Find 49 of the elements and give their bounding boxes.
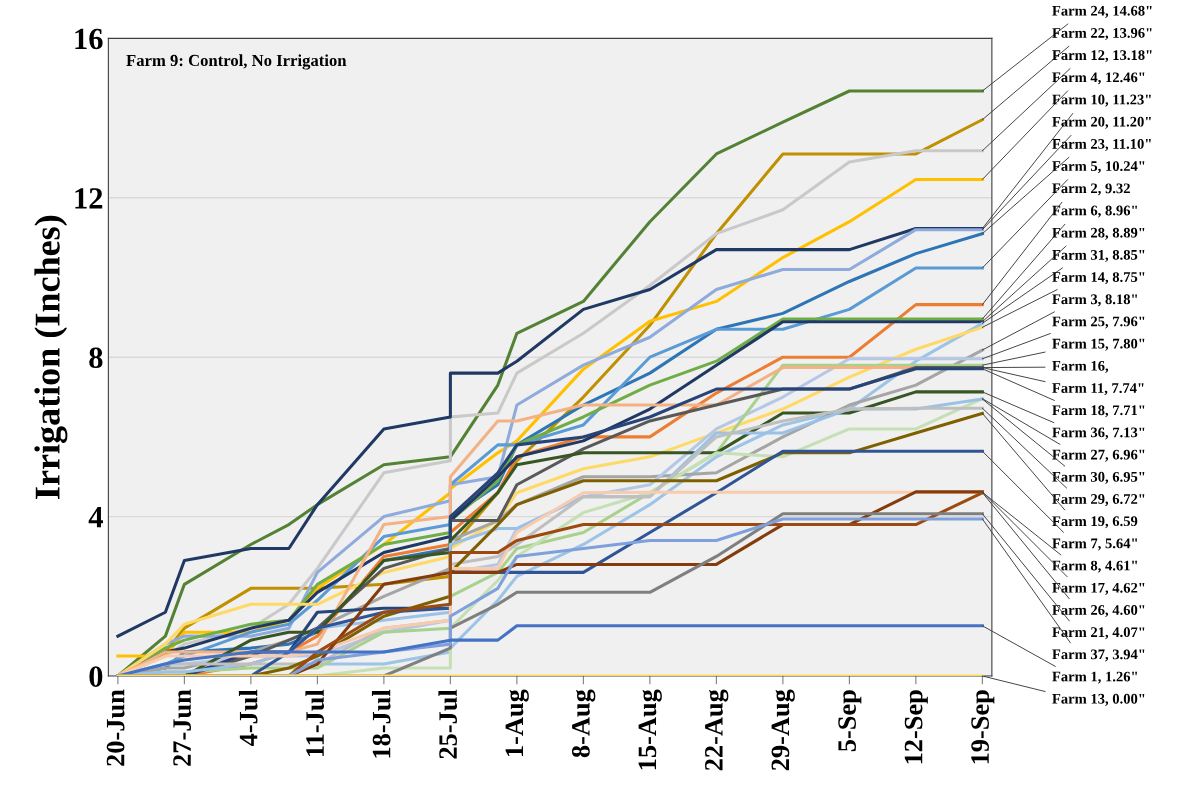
x-tick-label: 11-Jul (305, 689, 325, 756)
annotation: Farm 19, 6.59 (1052, 516, 1138, 529)
x-tick-label: 18-Jul (371, 689, 391, 758)
y-axis-title: Irrigation (Inches) (34, 215, 68, 499)
annotation: Farm 14, 8.75" (1052, 272, 1145, 285)
x-tick-label: 19-Sep (971, 690, 995, 764)
x-tick-label: 25-Jul (438, 689, 458, 759)
annotation: Farm 16, (1052, 360, 1109, 373)
annotation: Farm 8, 4.61" (1052, 560, 1138, 573)
annotation: Farm 7, 5.64" (1052, 538, 1138, 551)
annotation: Farm 18, 7.71" (1052, 405, 1145, 418)
annotation: Farm 5, 10.24" (1052, 161, 1145, 174)
x-tick-label: 5-Sep (838, 690, 862, 752)
annotation: Farm 11, 7.74" (1052, 383, 1144, 396)
x-tick-label: 27-Jun (173, 689, 192, 766)
annotation: Farm 37, 3.94" (1052, 649, 1145, 662)
annotation: Farm 25, 7.96" (1052, 316, 1145, 329)
annotation: Farm 1, 1.26" (1052, 671, 1138, 684)
x-tick-label: 12-Sep (904, 690, 928, 764)
annotation: Farm 29, 6.72" (1052, 494, 1145, 507)
annotation: Farm 21, 4.07" (1052, 627, 1145, 640)
y-tick-label: 0 (89, 666, 103, 687)
annotation: Farm 2, 9.32 (1052, 183, 1130, 196)
annotation: Farm 26, 4.60" (1052, 605, 1145, 617)
x-tick-label: 29-Aug (771, 689, 795, 771)
annotation: Farm 12, 13.18" (1052, 50, 1152, 63)
annotation: Farm 22, 13.96" (1052, 28, 1152, 40)
annotation: Farm 31, 8.85" (1052, 249, 1145, 262)
x-tick-label: 4-Jul (238, 689, 258, 747)
annotation: Farm 28, 8.89" (1052, 227, 1145, 240)
x-tick-label: 8-Aug (571, 689, 596, 758)
y-tick-label: 8 (89, 347, 103, 369)
x-tick-label: 15-Aug (638, 689, 662, 770)
annotation: Farm 27, 6.96" (1052, 449, 1145, 462)
y-tick-label: 12 (75, 188, 103, 209)
annotation: Farm 3, 8.18" (1052, 294, 1138, 307)
x-tick-label: 22-Aug (705, 689, 729, 771)
annotation: Farm 20, 11.20" (1052, 116, 1151, 129)
x-tick-label: 1-Aug (505, 689, 529, 756)
y-tick-label: 4 (88, 507, 103, 528)
annotation: Farm 15, 7.80" (1052, 338, 1145, 351)
annotation: Farm 36, 7.13" (1052, 427, 1145, 440)
annotation: Farm 9: Control, No Irrigation (126, 54, 347, 70)
annotation: Farm 24, 14.68" (1052, 5, 1152, 18)
x-tick-label: 20-Jun (106, 689, 125, 766)
y-tick-label: 16 (75, 28, 103, 50)
annotation: Farm 13, 0.00" (1052, 693, 1145, 706)
annotation: Farm 6, 8.96" (1052, 205, 1138, 218)
annotation: Farm 17, 4.62" (1052, 582, 1145, 595)
